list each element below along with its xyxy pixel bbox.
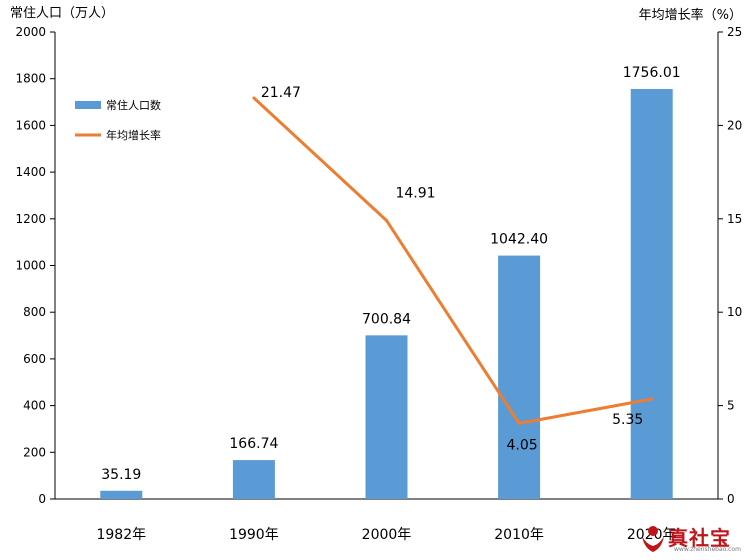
bar <box>630 88 673 499</box>
y-left-tick-label: 600 <box>23 352 46 366</box>
growth-line-path <box>252 96 652 425</box>
axes: 0 200 400 600 800 1000 1200 1400 1600 1800 2000 0 5 1… <box>15 25 742 543</box>
data-labels: 35.19 166.74 700.84 1042.40 1756.01 21.47 14.9… <box>101 65 680 483</box>
bar <box>232 460 275 499</box>
watermark-logo: 真社宝 www.zhenshebao.com <box>640 522 750 560</box>
y-left-tick-label: 1000 <box>15 259 46 273</box>
bar-value-label: 700.84 <box>362 311 411 327</box>
legend: 常住人口数 年均增长率 <box>75 98 161 142</box>
growth-point <box>650 397 654 401</box>
hands-logo-icon <box>642 526 664 552</box>
watermark-url: www.zhenshebao.com <box>674 546 741 553</box>
bar-value-label: 1756.01 <box>623 65 681 81</box>
growth-value-label: 21.47 <box>261 85 301 101</box>
y-left-tick-label: 1800 <box>15 72 46 86</box>
y-left-tick-label: 2000 <box>15 25 46 39</box>
y-left-tick-label: 0 <box>38 492 46 506</box>
y-left-tick-label: 1400 <box>15 165 46 179</box>
legend-swatch-bar <box>75 101 101 109</box>
y-left-tick-label: 400 <box>23 399 46 413</box>
watermark-text: 真社宝 <box>668 526 731 550</box>
y-left-tick-label: 800 <box>23 305 46 319</box>
y-right-tick-label: 25 <box>727 25 742 39</box>
y-axis-right-title: 年均增长率（%） <box>639 7 742 23</box>
bar <box>100 490 143 499</box>
growth-value-label: 14.91 <box>395 185 435 201</box>
bar-value-label: 35.19 <box>101 467 141 483</box>
growth-value-label: 5.35 <box>612 412 643 428</box>
y-left-tick-label: 200 <box>23 445 46 459</box>
bars <box>100 88 673 499</box>
growth-point <box>517 421 521 425</box>
growth-value-label: 4.05 <box>507 437 538 453</box>
growth-point <box>252 96 256 100</box>
legend-label-bar: 常住人口数 <box>106 98 161 112</box>
legend-label-line: 年均增长率 <box>106 128 161 142</box>
bar-value-label: 166.74 <box>229 436 278 452</box>
y-axis-left-title: 常住人口（万人） <box>10 6 114 21</box>
y-left-tick-label: 1200 <box>15 212 46 226</box>
x-tick-label: 2000年 <box>362 527 412 543</box>
y-left-tick-label: 1600 <box>15 118 46 132</box>
y-right-tick-label: 0 <box>727 492 735 506</box>
x-tick-label: 1982年 <box>96 527 146 543</box>
x-tick-label: 1990年 <box>229 527 279 543</box>
bar-value-label: 1042.40 <box>490 232 548 248</box>
y-right-tick-label: 5 <box>727 399 735 413</box>
bar <box>498 255 541 499</box>
y-right-tick-label: 15 <box>727 212 742 226</box>
bar <box>365 335 408 499</box>
growth-line <box>252 96 654 425</box>
y-right-tick-label: 20 <box>727 118 742 132</box>
growth-point <box>385 218 388 222</box>
y-right-tick-label: 10 <box>727 305 742 319</box>
x-tick-label: 2010年 <box>494 527 544 543</box>
